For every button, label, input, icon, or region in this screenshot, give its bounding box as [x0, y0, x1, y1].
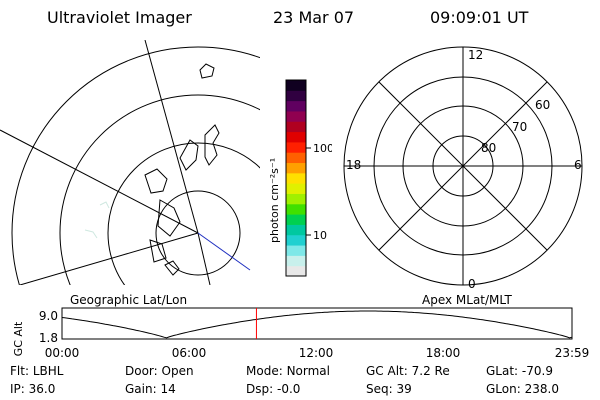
dsp-label: Dsp:	[246, 382, 274, 396]
gain-label: Gain:	[125, 382, 157, 396]
lat-circle	[11, 46, 260, 285]
colorbar-stripe	[286, 193, 306, 205]
lat-circle	[59, 94, 260, 285]
mlat-label-80: 80	[481, 141, 496, 155]
altitude-tick-label: 9.0	[39, 309, 58, 323]
gc-alt-field: GC Alt: 7.2 Re	[366, 364, 450, 378]
coastline	[164, 260, 180, 276]
ip-label: IP:	[10, 382, 25, 396]
dsp-value: -0.0	[276, 382, 301, 396]
meridian-line	[144, 40, 199, 234]
mlt-label-12: 12	[468, 48, 483, 62]
glon-field: GLon: 238.0	[486, 382, 559, 396]
coastline	[204, 124, 220, 166]
coastline	[157, 199, 181, 237]
colorbar-scale	[286, 80, 306, 277]
colorbar-stripe	[286, 245, 306, 256]
time-tick-label: 06:00	[172, 346, 207, 360]
meridian-line	[0, 129, 199, 234]
flt-label: Flt:	[10, 364, 29, 378]
glat-field: GLat: -70.9	[486, 364, 553, 378]
geo-panel-label: Geographic Lat/Lon	[70, 293, 188, 307]
time-tick-label: 23:59	[555, 346, 590, 360]
mode-value: Normal	[286, 364, 330, 378]
coastline	[199, 63, 215, 79]
colorbar-stripe	[286, 214, 306, 225]
time-tick-label: 18:00	[426, 346, 461, 360]
mlt-line-diagonal	[378, 81, 548, 251]
colorbar-unit-label: photon cm⁻²s⁻¹	[268, 158, 281, 243]
instrument-title: Ultraviolet Imager	[47, 8, 192, 27]
colorbar-stripe	[286, 183, 306, 194]
apex-panel-label: Apex MLat/MLT	[422, 293, 512, 307]
date-label: 23 Mar 07	[273, 8, 355, 27]
colorbar-stripe	[286, 203, 306, 215]
colorbar-stripe	[286, 265, 306, 277]
faint-emission	[99, 201, 110, 209]
coastline	[179, 139, 199, 171]
glat-label: GLat:	[486, 364, 519, 378]
glon-value: 238.0	[524, 382, 559, 396]
ip-field: IP: 36.0	[10, 382, 55, 396]
gain-value: 14	[160, 382, 176, 396]
mlt-label-0: 0	[468, 277, 476, 290]
glat-value: -70.9	[521, 364, 553, 378]
time-tick-label: 12:00	[299, 346, 334, 360]
altitude-timeline: GC Alt 9.0 1.8 00:00 06:00 12:00 18:00 2…	[12, 307, 590, 360]
seq-field: Seq: 39	[366, 382, 412, 396]
flt-value: LBHL	[32, 364, 64, 378]
lat-circle	[107, 142, 260, 285]
seq-value: 39	[396, 382, 412, 396]
colorbar-stripe	[286, 131, 306, 143]
lat-circle	[155, 190, 241, 276]
coastline	[149, 239, 167, 263]
geographic-map	[0, 40, 260, 285]
colorbar-frame	[285, 79, 307, 277]
colorbar-stripe	[286, 100, 306, 112]
colorbar-tick-label: 10	[313, 229, 327, 242]
altitude-axis-label: GC Alt	[12, 321, 25, 356]
colorbar-stripe	[286, 110, 306, 122]
colorbar-stripe	[286, 224, 306, 236]
colorbar-tick-label: 100	[313, 142, 332, 155]
coastline	[144, 168, 168, 194]
colorbar-stripe	[286, 162, 306, 174]
altitude-plot-frame	[61, 307, 573, 340]
meridian-line	[197, 232, 211, 285]
apex-polar-plot: 12 18 6 0 60 70 80	[343, 46, 583, 290]
colorbar: 100 10 photon cm⁻²s⁻¹	[268, 79, 332, 277]
time-label: 09:09:01 UT	[430, 8, 529, 27]
dsp-field: Dsp: -0.0	[246, 382, 300, 396]
colorbar-stripe	[286, 90, 306, 102]
meridian-line	[19, 232, 199, 285]
mode-label: Mode:	[246, 364, 283, 378]
faint-emission	[84, 229, 98, 239]
altitude-tick-label: 1.8	[39, 331, 58, 345]
colorbar-stripe	[286, 141, 306, 153]
glon-label: GLon:	[486, 382, 521, 396]
door-field: Door: Open	[125, 364, 194, 378]
colorbar-stripe	[286, 152, 306, 164]
colorbar-stripe	[286, 80, 306, 91]
mlt-label-6: 6	[574, 158, 582, 172]
flt-field: Flt: LBHL	[10, 364, 63, 378]
colorbar-stripe	[286, 234, 306, 246]
gc-alt-label: GC Alt:	[366, 364, 408, 378]
gc-alt-value: 7.2 Re	[411, 364, 450, 378]
ip-value: 36.0	[28, 382, 56, 396]
colorbar-stripe	[286, 172, 306, 184]
door-label: Door:	[125, 364, 158, 378]
gain-field: Gain: 14	[125, 382, 176, 396]
colorbar-stripe	[286, 121, 306, 133]
colorbar-stripe	[286, 255, 306, 267]
orbit-altitude-curve	[61, 310, 573, 339]
door-value: Open	[161, 364, 194, 378]
mlt-label-18: 18	[346, 158, 361, 172]
mode-field: Mode: Normal	[246, 364, 330, 378]
seq-label: Seq:	[366, 382, 393, 396]
mlat-label-70: 70	[512, 120, 527, 134]
mlat-label-60: 60	[535, 98, 550, 112]
time-tick-label: 00:00	[45, 346, 80, 360]
meridian-line	[197, 232, 251, 271]
